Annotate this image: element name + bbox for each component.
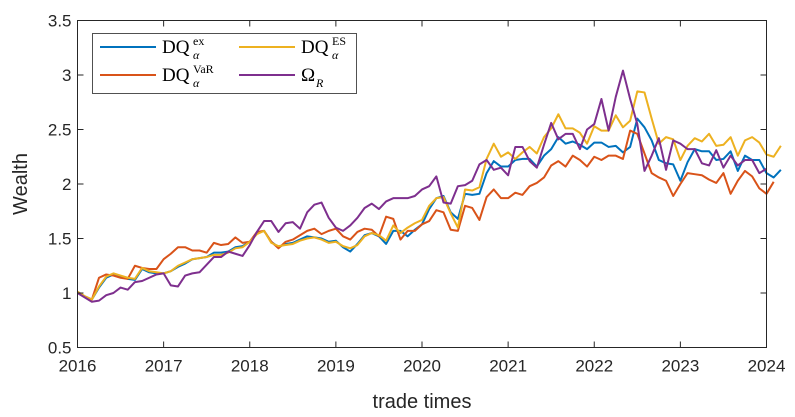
y-tick-label: 0.5 <box>48 339 72 358</box>
y-tick-label: 2.5 <box>48 121 72 140</box>
series-line-dq-alpha-es <box>76 90 782 301</box>
legend-item: DQ ESα <box>239 34 346 62</box>
legend-label: Ω <box>301 65 315 86</box>
x-tick-label: 2023 <box>661 357 699 376</box>
y-tick-label: 1 <box>62 284 71 303</box>
x-tick-label: 2021 <box>489 357 527 376</box>
series-layer <box>76 69 782 303</box>
legend-label: DQ <box>162 65 190 86</box>
legend-subscript: α <box>193 76 200 90</box>
legend-label: DQ <box>301 37 329 58</box>
legend-superscript: ES <box>332 34 346 48</box>
x-tick-label: 2016 <box>59 357 97 376</box>
x-tick-label: 2022 <box>575 357 613 376</box>
y-tick-label: 3 <box>62 66 71 85</box>
x-axis-ticks: 2016 2017 2018 2019 2020 2021 2022 2023 2024 <box>59 20 786 376</box>
legend-superscript: ex <box>193 34 204 48</box>
x-tick-label: 2019 <box>317 357 355 376</box>
y-tick-label: 2 <box>62 175 71 194</box>
legend-item: DQ exα <box>100 34 204 62</box>
y-tick-label: 1.5 <box>48 230 72 249</box>
legend-box <box>92 33 357 94</box>
x-axis-label: trade times <box>373 391 472 413</box>
x-tick-label: 2020 <box>403 357 441 376</box>
x-tick-label: 2017 <box>145 357 183 376</box>
series-line-dq-alpha-var <box>76 129 775 301</box>
x-tick-label: 2024 <box>748 357 786 376</box>
y-axis-ticks: 0.5 1 1.5 2 2.5 3 3.5 <box>48 12 767 358</box>
x-tick-label: 2018 <box>231 357 269 376</box>
y-axis-label: Wealth <box>10 153 32 215</box>
legend-subscript: R <box>315 76 324 90</box>
legend-subscript: α <box>332 48 339 62</box>
legend-label: DQ <box>162 37 190 58</box>
series-line-omega-r <box>76 69 768 303</box>
legend-subscript: α <box>193 48 200 62</box>
y-tick-label: 3.5 <box>48 12 72 31</box>
legend-superscript: VaR <box>193 62 214 76</box>
